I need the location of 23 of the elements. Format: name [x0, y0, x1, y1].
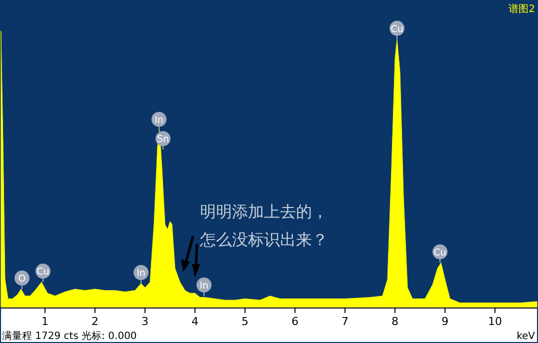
x-tick-label: 8: [392, 315, 398, 328]
x-tick-label: 6: [292, 315, 298, 328]
chart-title: 谱图2: [508, 3, 535, 15]
annotation: In: [154, 114, 164, 126]
annotation: Cu: [36, 266, 50, 278]
annotation: In: [200, 280, 208, 292]
x-tick-label: 10: [488, 315, 502, 328]
x-tick-label: 3: [142, 315, 148, 328]
annotation: O: [18, 274, 26, 285]
annotation: 怎么没标识出来？: [199, 230, 328, 249]
annotation: In: [136, 268, 146, 280]
x-tick-label: 2: [92, 315, 98, 328]
text: 满量程 1729 cts 光标: 0.000: [2, 330, 137, 342]
x-tick-label: 5: [242, 315, 248, 328]
annotation: Cu: [434, 247, 446, 258]
x-tick-label: 9: [442, 315, 448, 328]
annotation: 明明添加上去的，: [200, 202, 328, 221]
x-axis-title: keV: [516, 331, 536, 342]
annotation: Sn: [156, 134, 170, 146]
annotation: Cu: [390, 24, 404, 35]
x-tick-label: 7: [342, 315, 348, 328]
x-tick-label: 1: [42, 315, 48, 328]
x-tick-label: 4: [192, 315, 198, 328]
